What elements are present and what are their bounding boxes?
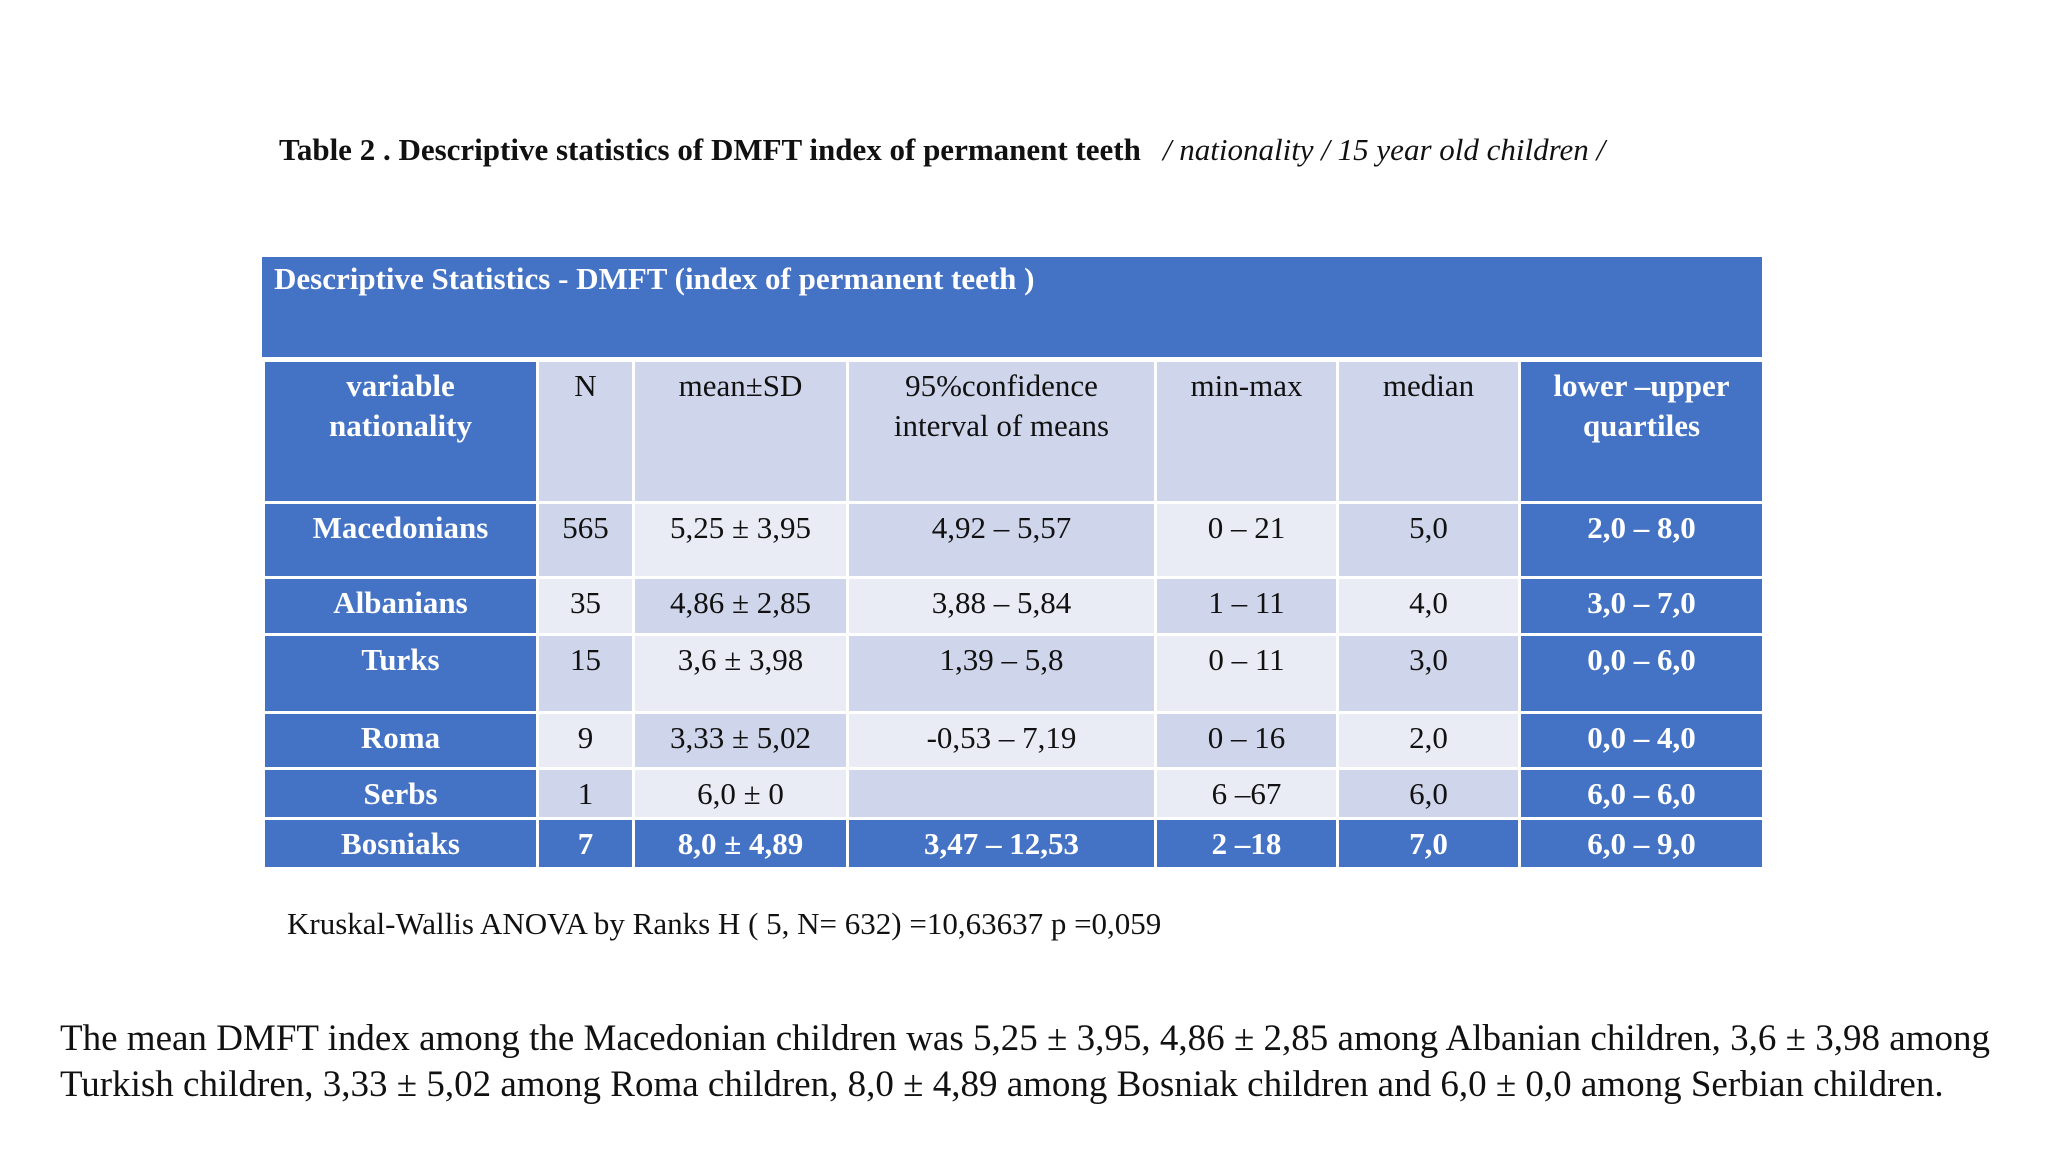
data-table: variable nationality N mean±SD 95%confid…: [262, 359, 1765, 870]
cell-nationality: Macedonians: [262, 501, 539, 579]
cell-median: 3,0: [1336, 633, 1521, 714]
cell-ci: 3,88 – 5,84: [846, 576, 1157, 636]
cell-median: 4,0: [1336, 576, 1521, 636]
cell-n: 15: [536, 633, 635, 714]
header-row: variable nationality N mean±SD 95%confid…: [262, 359, 1765, 504]
header-ci: 95%confidence interval of means: [846, 359, 1157, 504]
cell-mean-sd: 8,0 ± 4,89: [632, 817, 849, 870]
cell-mean-sd: 3,33 ± 5,02: [632, 711, 849, 770]
cell-quartiles: 0,0 – 6,0: [1518, 633, 1765, 714]
cell-ci: [846, 767, 1157, 820]
cell-n: 565: [536, 501, 635, 579]
cell-n: 7: [536, 817, 635, 870]
table-row: Macedonians 565 5,25 ± 3,95 4,92 – 5,57 …: [262, 501, 1765, 579]
header-median: median: [1336, 359, 1521, 504]
cell-n: 35: [536, 576, 635, 636]
cell-quartiles: 3,0 – 7,0: [1518, 576, 1765, 636]
summary-paragraph: The mean DMFT index among the Macedonian…: [60, 1018, 1990, 1105]
cell-ci: -0,53 – 7,19: [846, 711, 1157, 770]
cell-mean-sd: 4,86 ± 2,85: [632, 576, 849, 636]
cell-mean-sd: 5,25 ± 3,95: [632, 501, 849, 579]
cell-quartiles: 6,0 – 6,0: [1518, 767, 1765, 820]
cell-mean-sd: 6,0 ± 0: [632, 767, 849, 820]
cell-ci: 4,92 – 5,57: [846, 501, 1157, 579]
statistics-table: Descriptive Statistics - DMFT (index of …: [262, 257, 1765, 870]
cell-median: 2,0: [1336, 711, 1521, 770]
cell-min-max: 0 – 11: [1154, 633, 1339, 714]
table-row: Turks 15 3,6 ± 3,98 1,39 – 5,8 0 – 11 3,…: [262, 633, 1765, 714]
cell-min-max: 0 – 16: [1154, 711, 1339, 770]
header-n: N: [536, 359, 635, 504]
cell-nationality: Roma: [262, 711, 539, 770]
header-variable: variable nationality: [262, 359, 539, 504]
table-title: Descriptive Statistics - DMFT (index of …: [262, 257, 1762, 357]
table-caption: Table 2 . Descriptive statistics of DMFT…: [279, 132, 1979, 168]
cell-median: 7,0: [1336, 817, 1521, 870]
cell-min-max: 2 –18: [1154, 817, 1339, 870]
header-mean-sd: mean±SD: [632, 359, 849, 504]
table-row: Serbs 1 6,0 ± 0 6 –67 6,0 6,0 – 6,0: [262, 767, 1765, 820]
caption-title: Table 2 . Descriptive statistics of DMFT…: [279, 132, 1141, 167]
cell-quartiles: 0,0 – 4,0: [1518, 711, 1765, 770]
cell-quartiles: 6,0 – 9,0: [1518, 817, 1765, 870]
cell-min-max: 1 – 11: [1154, 576, 1339, 636]
header-min-max: min-max: [1154, 359, 1339, 504]
cell-median: 5,0: [1336, 501, 1521, 579]
cell-n: 1: [536, 767, 635, 820]
cell-nationality: Albanians: [262, 576, 539, 636]
table-row: Albanians 35 4,86 ± 2,85 3,88 – 5,84 1 –…: [262, 576, 1765, 636]
cell-quartiles: 2,0 – 8,0: [1518, 501, 1765, 579]
kruskal-wallis-result: Kruskal-Wallis ANOVA by Ranks H ( 5, N= …: [287, 906, 1162, 941]
cell-nationality: Serbs: [262, 767, 539, 820]
cell-mean-sd: 3,6 ± 3,98: [632, 633, 849, 714]
cell-min-max: 0 – 21: [1154, 501, 1339, 579]
caption-subtitle: / nationality / 15 year old children /: [1162, 132, 1606, 167]
cell-nationality: Turks: [262, 633, 539, 714]
table-row: Bosniaks 7 8,0 ± 4,89 3,47 – 12,53 2 –18…: [262, 817, 1765, 870]
header-quartiles: lower –upper quartiles: [1518, 359, 1765, 504]
cell-median: 6,0: [1336, 767, 1521, 820]
cell-nationality: Bosniaks: [262, 817, 539, 870]
cell-ci: 3,47 – 12,53: [846, 817, 1157, 870]
cell-ci: 1,39 – 5,8: [846, 633, 1157, 714]
cell-min-max: 6 –67: [1154, 767, 1339, 820]
cell-n: 9: [536, 711, 635, 770]
table-row: Roma 9 3,33 ± 5,02 -0,53 – 7,19 0 – 16 2…: [262, 711, 1765, 770]
